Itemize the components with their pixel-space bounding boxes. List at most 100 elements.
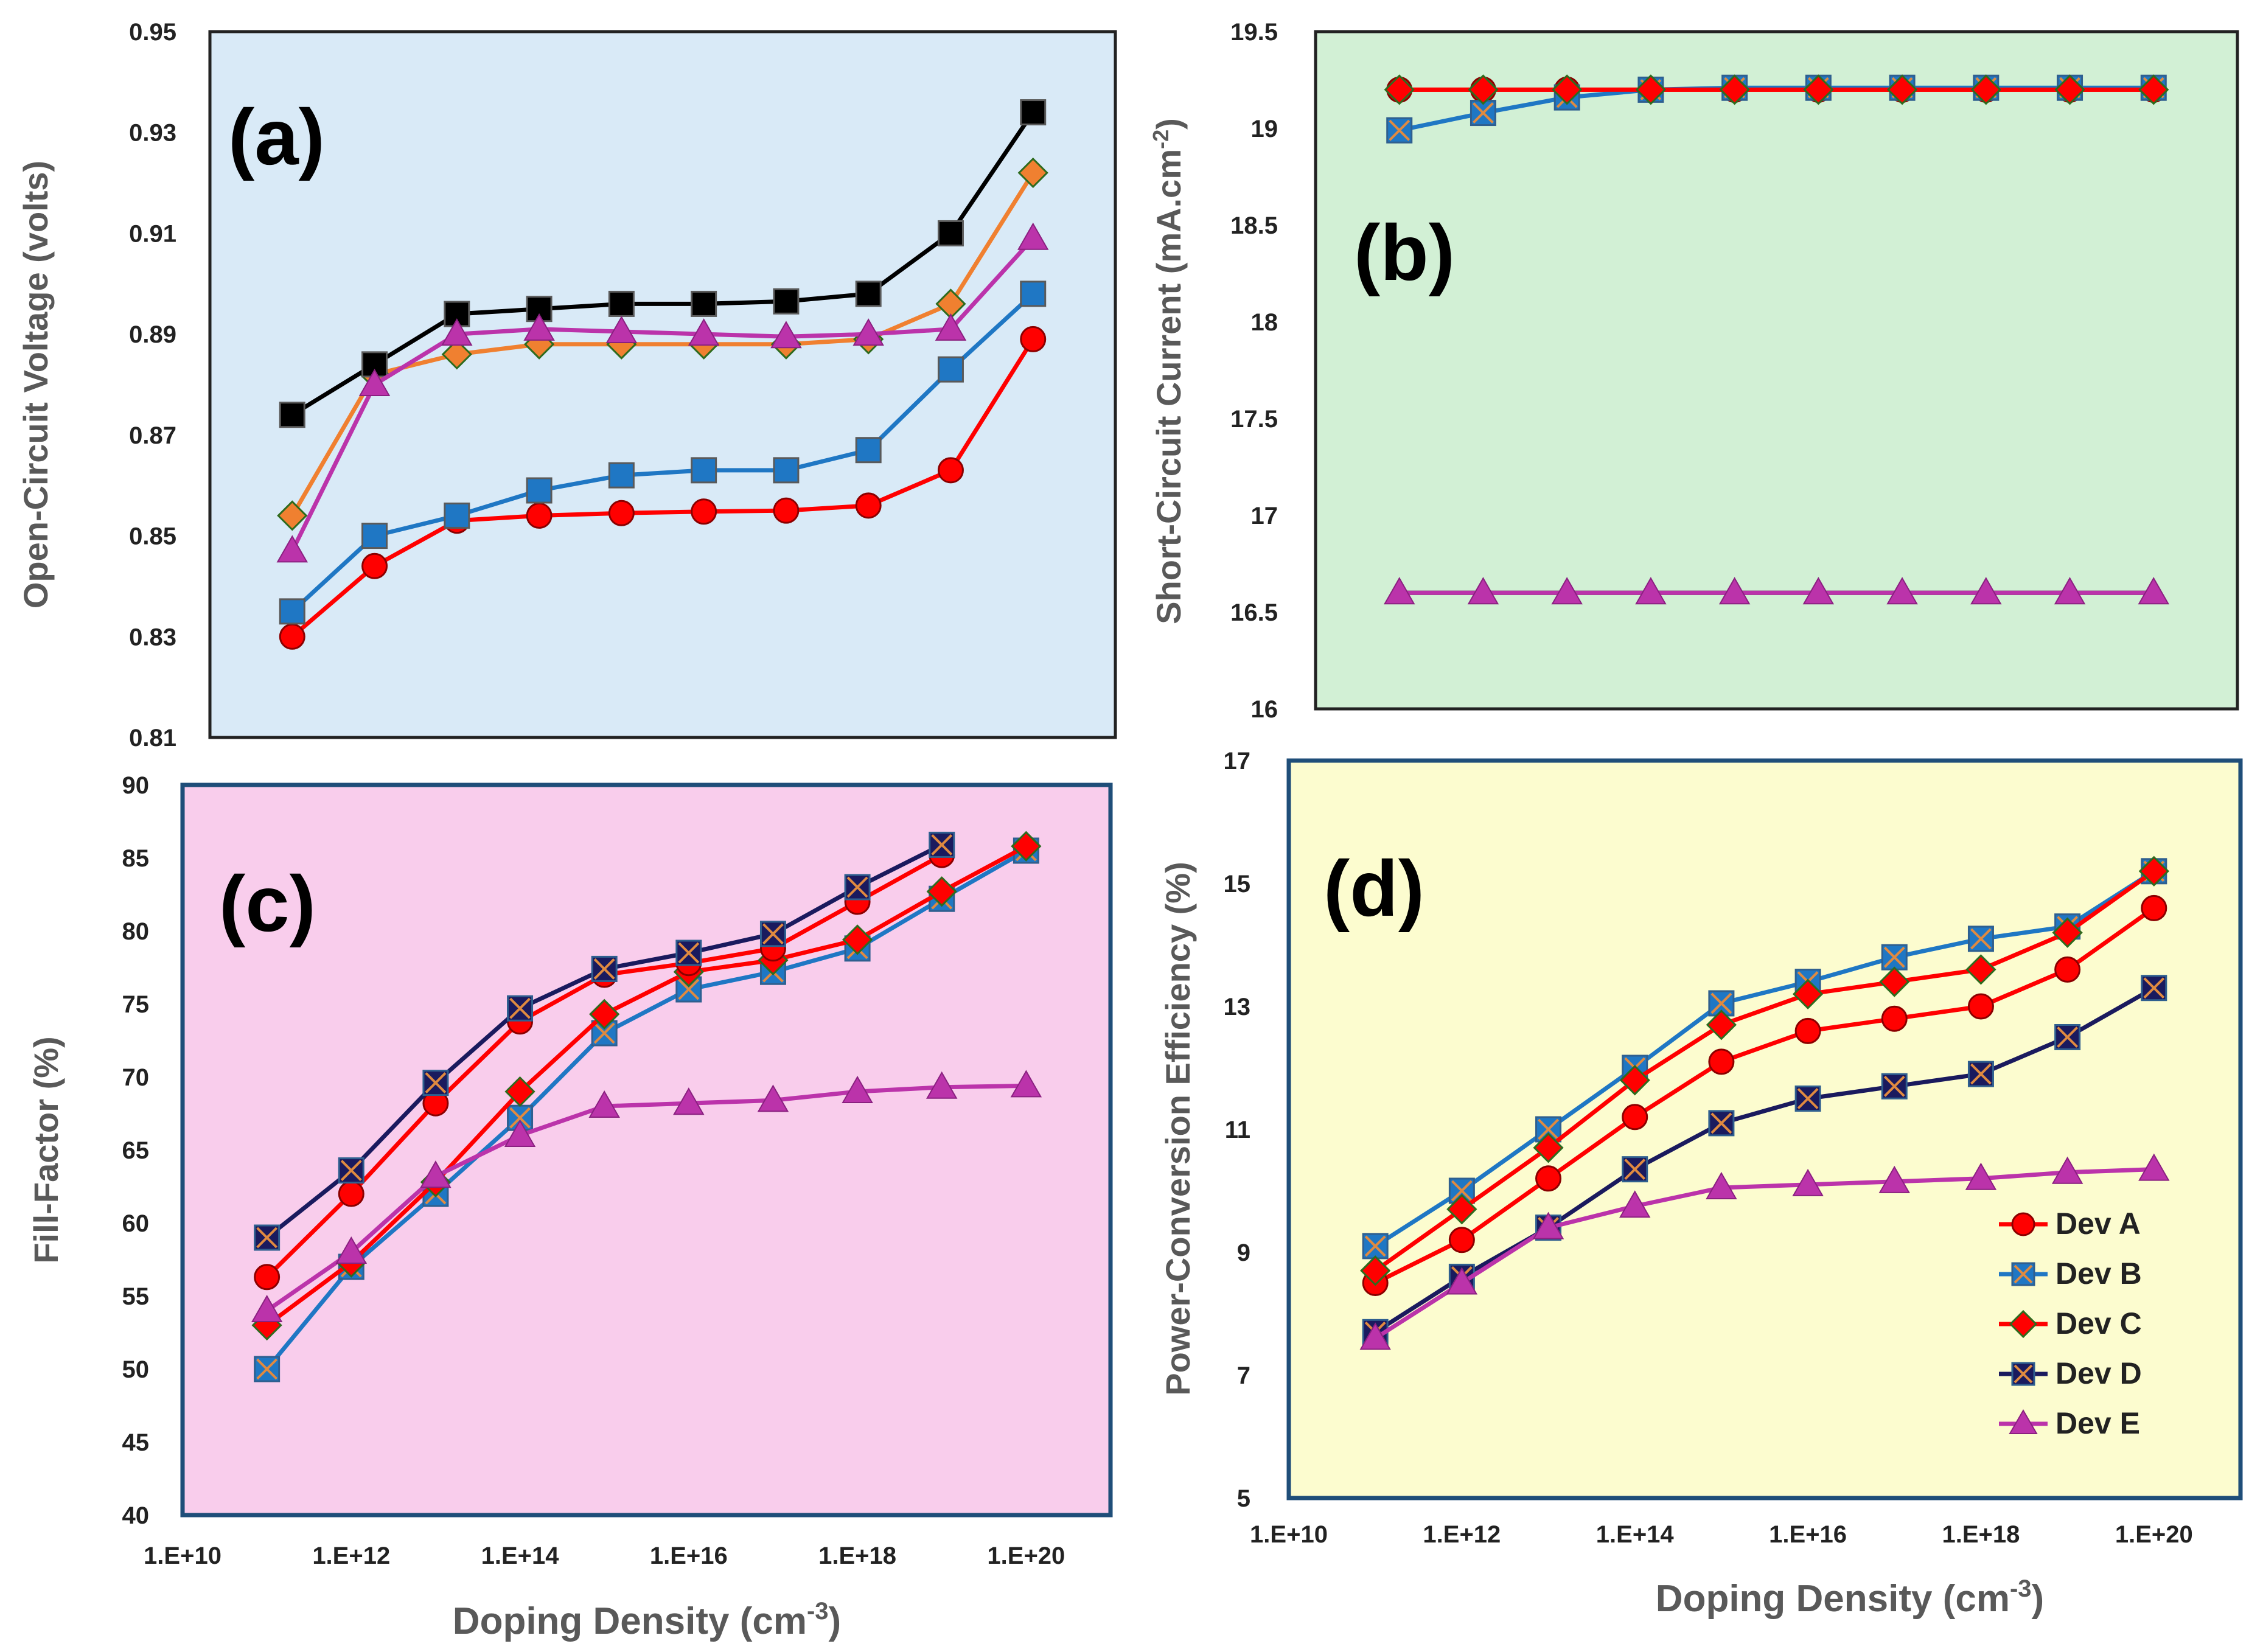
data-point xyxy=(842,924,873,955)
data-point xyxy=(1965,1162,1997,1190)
data-point xyxy=(254,1264,281,1291)
data-point xyxy=(770,321,802,349)
data-point xyxy=(757,1084,789,1112)
plot-area xyxy=(180,782,1113,1518)
data-point xyxy=(276,535,308,563)
data-point xyxy=(1384,74,1415,105)
legend-marker xyxy=(2011,1212,2035,1236)
data-point xyxy=(279,623,305,650)
data-point xyxy=(2138,856,2169,887)
legend-marker xyxy=(2011,1262,2035,1286)
series-line xyxy=(1374,869,2155,1248)
data-point xyxy=(441,339,472,370)
data-point xyxy=(420,1160,452,1188)
plot-area xyxy=(1314,30,2239,711)
series-dev-e xyxy=(1359,1153,2170,1350)
y-tick-label: 90 xyxy=(122,772,150,799)
data-point xyxy=(2054,1024,2081,1050)
data-point xyxy=(608,500,635,526)
y-tick-label: 50 xyxy=(122,1356,150,1383)
panel-c: 40 45 50 55 60 65 70 75 80 85 90 1.E+10 1.E+12 1.E+14… xyxy=(27,772,1113,1642)
data-point xyxy=(2141,894,2167,921)
data-point xyxy=(335,1236,367,1264)
series-dev-c xyxy=(1360,856,2169,1286)
y-tick-label: 11 xyxy=(1225,1117,1250,1143)
data-point xyxy=(1386,117,1413,144)
y-tick-label: 17 xyxy=(1224,748,1251,775)
y-tick-label: 5 xyxy=(1237,1485,1250,1512)
data-point xyxy=(1010,1070,1042,1098)
data-point xyxy=(1467,577,1499,605)
panel-label: (b) xyxy=(1354,208,1455,297)
x-tick-label: 1.E+14 xyxy=(1596,1521,1675,1548)
plot-area xyxy=(1286,758,2243,1500)
x-tick-labels: 1.E+10 1.E+12 1.E+14 1.E+16 1.E+18 1.E+20 xyxy=(144,1542,1065,1569)
data-point xyxy=(844,874,871,901)
y-tick-label: 18 xyxy=(1251,309,1278,336)
panel-b: 16 16.5 17 17.5 18 18.5 19 19.5 Short-Circuit Cu… xyxy=(1148,19,2239,723)
data-point xyxy=(1708,1048,1735,1075)
data-point xyxy=(688,318,720,346)
data-point xyxy=(1446,1194,1477,1225)
data-point xyxy=(1879,966,1910,997)
series-dev-b xyxy=(279,281,1047,625)
data-point xyxy=(1719,74,1750,105)
legend-label: Dev C xyxy=(2055,1306,2142,1340)
data-point xyxy=(1017,222,1049,250)
y-tick-label: 17 xyxy=(1251,503,1278,529)
x-tick-label: 1.E+18 xyxy=(1942,1521,2020,1548)
data-point xyxy=(441,318,473,346)
data-point xyxy=(1468,74,1499,105)
x-tick-label: 1.E+12 xyxy=(312,1542,390,1569)
data-point xyxy=(2054,74,2085,105)
data-point xyxy=(935,313,967,341)
y-tick-label: 85 xyxy=(122,845,150,872)
data-point xyxy=(1970,74,2001,105)
data-point xyxy=(853,318,884,346)
data-point xyxy=(588,1090,620,1118)
data-point xyxy=(773,457,800,484)
y-tick-label: 55 xyxy=(122,1283,150,1310)
data-point xyxy=(504,1119,536,1147)
x-tick-label: 1.E+10 xyxy=(144,1542,221,1569)
data-point xyxy=(1551,577,1583,605)
series-dev-e xyxy=(251,1070,1042,1322)
data-point xyxy=(1535,1165,1562,1192)
data-point xyxy=(1622,1156,1648,1183)
y-axis-label: Fill-Factor (%) xyxy=(27,1036,65,1263)
data-point xyxy=(1886,74,1918,105)
legend-marker xyxy=(2011,1362,2035,1386)
panel-a: 0.81 0.83 0.85 0.87 0.89 0.91 0.93 0.95 Open-Cir… xyxy=(16,19,1117,751)
data-point xyxy=(279,598,305,625)
data-point xyxy=(1881,944,1908,971)
data-point xyxy=(2054,577,2086,605)
data-point xyxy=(1362,1233,1389,1260)
data-point xyxy=(1881,1005,1908,1032)
data-point xyxy=(507,995,534,1022)
y-axis-label: Power-Conversion Efficiency (%) xyxy=(1159,862,1197,1396)
data-point xyxy=(691,498,717,525)
data-point xyxy=(1706,1009,1737,1040)
x-tick-label: 1.E+14 xyxy=(481,1542,560,1569)
data-point xyxy=(2051,1156,2083,1184)
y-tick-label: 19 xyxy=(1251,116,1278,142)
y-tick-label: 0.85 xyxy=(129,523,176,550)
y-tick-label: 13 xyxy=(1224,994,1251,1020)
data-point xyxy=(1970,577,2002,605)
legend-label: Dev D xyxy=(2055,1356,2142,1390)
series-line xyxy=(1374,1167,2154,1340)
legend-label: Dev B xyxy=(2055,1256,2142,1291)
series-dev-e xyxy=(1384,577,2169,605)
legend: Dev A Dev B Dev C Dev D Dev E xyxy=(1999,1207,2142,1440)
series-dev-c xyxy=(1384,74,2169,105)
y-tick-label: 19.5 xyxy=(1230,19,1278,46)
data-point xyxy=(338,1157,364,1184)
panel-label: (d) xyxy=(1323,844,1424,933)
data-point xyxy=(1881,1073,1908,1100)
data-point xyxy=(1446,1267,1478,1295)
data-point xyxy=(2138,577,2169,605)
data-point xyxy=(1878,1165,1910,1193)
data-point xyxy=(1017,157,1048,189)
y-tick-label: 60 xyxy=(122,1210,150,1237)
y-tick-label: 0.89 xyxy=(129,321,176,348)
